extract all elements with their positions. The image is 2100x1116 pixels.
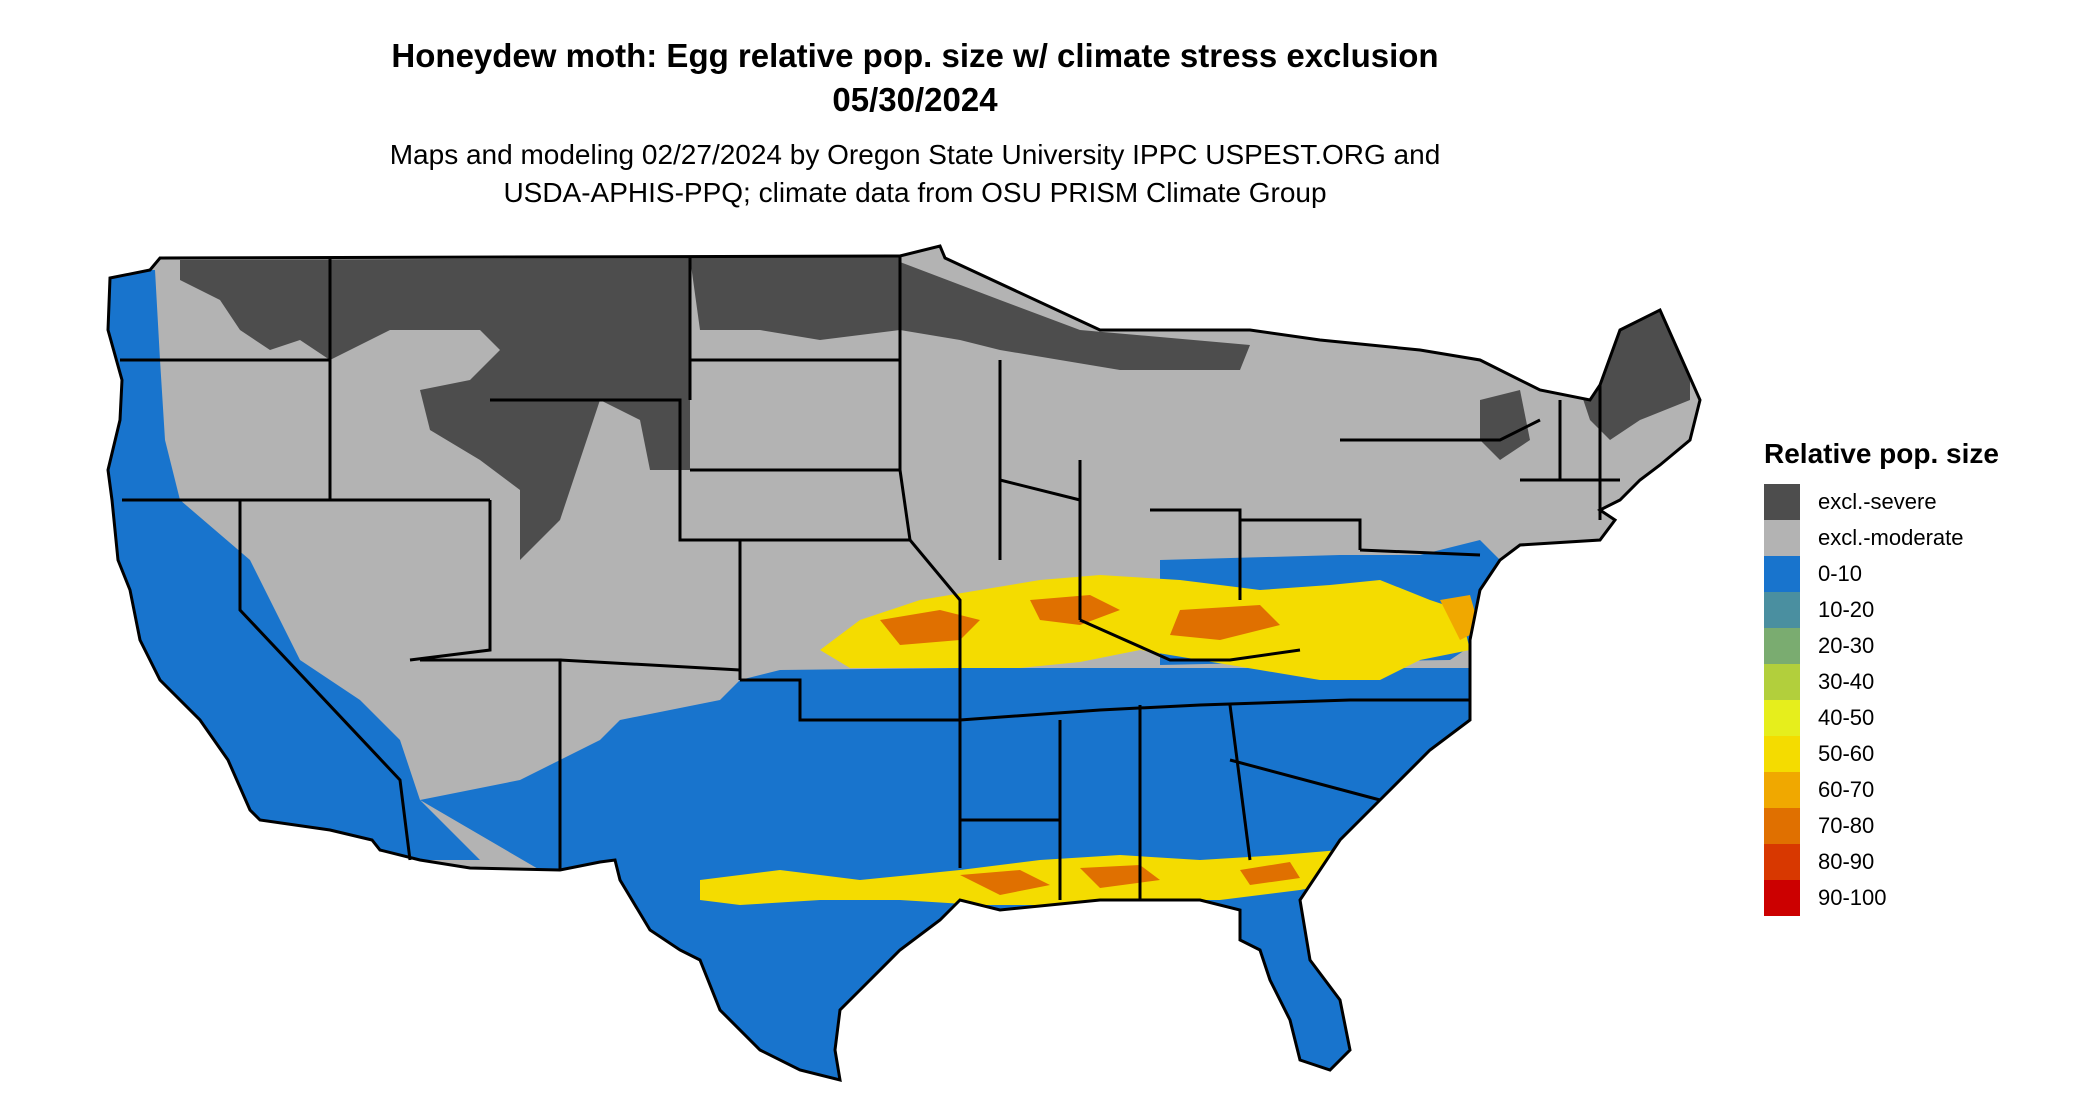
legend-label: 70-80 xyxy=(1818,813,1875,838)
legend-item: 70-80 xyxy=(1764,808,2064,844)
legend-swatch xyxy=(1764,628,1800,664)
zone-70-80-kentucky xyxy=(1030,595,1120,625)
legend-label: excl.-moderate xyxy=(1818,525,1964,550)
excl-severe-great-lakes xyxy=(900,262,1250,370)
legend-item: 20-30 xyxy=(1764,628,2064,664)
legend-item: 40-50 xyxy=(1764,700,2064,736)
legend-swatch xyxy=(1764,772,1800,808)
legend-swatch xyxy=(1764,664,1800,700)
legend: Relative pop. size excl.-severe excl.-mod… xyxy=(1764,436,2064,916)
legend-item: 30-40 xyxy=(1764,664,2064,700)
legend-label: 90-100 xyxy=(1818,885,1887,910)
map-date: 05/30/2024 xyxy=(832,81,998,118)
legend-swatch xyxy=(1764,592,1800,628)
map-subtitle-line-1: Maps and modeling 02/27/2024 by Oregon S… xyxy=(389,139,1441,170)
legend-item: excl.-severe xyxy=(1764,484,2064,520)
excl-severe-adirondacks xyxy=(1480,390,1530,460)
legend-swatch xyxy=(1764,700,1800,736)
zone-60-70-chesapeake xyxy=(1440,595,1480,640)
legend-swatch xyxy=(1764,520,1800,556)
legend-swatch xyxy=(1764,736,1800,772)
zone-70-80-appalachia xyxy=(1170,605,1280,640)
legend-label: 50-60 xyxy=(1818,741,1875,766)
legend-label: 30-40 xyxy=(1818,669,1875,694)
legend-item: 60-70 xyxy=(1764,772,2064,808)
legend-item: 50-60 xyxy=(1764,736,2064,772)
legend-label: excl.-severe xyxy=(1818,489,1937,514)
map-subtitle-line-2: USDA-APHIS-PPQ; climate data from OSU PR… xyxy=(503,177,1327,208)
legend-swatch xyxy=(1764,880,1800,916)
legend-label: 40-50 xyxy=(1818,705,1875,730)
excl-severe-rockies xyxy=(180,258,690,560)
legend-swatch xyxy=(1764,844,1800,880)
zone-50-60-central-band xyxy=(820,575,1470,680)
legend-swatch xyxy=(1764,484,1800,520)
legend-item: 10-20 xyxy=(1764,592,2064,628)
legend-item: excl.-moderate xyxy=(1764,520,2064,556)
legend-title: Relative pop. size xyxy=(1764,438,1999,469)
state-borders xyxy=(106,244,1702,1083)
legend-label: 10-20 xyxy=(1818,597,1875,622)
legend-swatch xyxy=(1764,808,1800,844)
legend-items: excl.-severe excl.-moderate 0-10 10-20 20-30… xyxy=(1764,484,2064,916)
legend-label: 0-10 xyxy=(1818,561,1863,586)
map-title: Honeydew moth: Egg relative pop. size w/… xyxy=(391,37,1439,74)
legend-label: 60-70 xyxy=(1818,777,1875,802)
legend-label: 20-30 xyxy=(1818,633,1875,658)
legend-label: 80-90 xyxy=(1818,849,1875,874)
zone-70-80-georgia xyxy=(1240,862,1300,885)
zone-70-80-louisiana xyxy=(960,870,1050,895)
excl-severe-dakotas xyxy=(690,256,900,340)
zone-70-80-missouri xyxy=(880,610,980,645)
legend-item: 80-90 xyxy=(1764,844,2064,880)
legend-swatch xyxy=(1764,556,1800,592)
legend-item: 0-10 xyxy=(1764,556,2064,592)
legend-item: 90-100 xyxy=(1764,880,2064,916)
zone-0-10-west-coast xyxy=(108,270,480,860)
